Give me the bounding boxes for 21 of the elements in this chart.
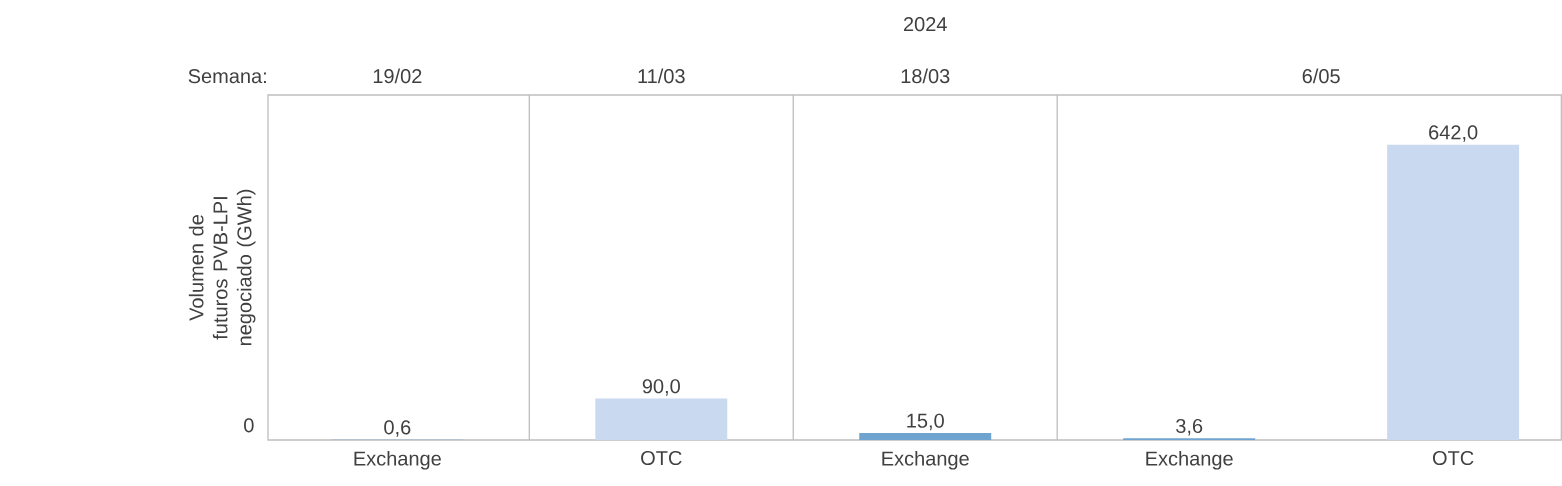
y-axis-title: Volumen de futuros PVB-LPI negociado (GWh)	[188, 189, 256, 346]
text: 0	[244, 418, 254, 433]
bar	[1387, 144, 1520, 440]
data-label: 15,0	[907, 413, 944, 431]
text: 11/03	[638, 68, 685, 84]
data-label: 642,0	[1429, 125, 1478, 142]
x-tick-label: OTC	[1432, 450, 1474, 466]
text: 6/05	[1302, 68, 1340, 84]
x-tick-label: Exchange	[1146, 450, 1233, 470]
x-tick-label: Exchange	[882, 450, 969, 470]
text: 2024	[903, 17, 947, 32]
data-label: 90,0	[642, 379, 680, 396]
data-label: 0,6	[384, 420, 411, 437]
bar	[859, 433, 992, 440]
text: 18/03	[901, 68, 950, 84]
x-tick-label: Exchange	[354, 450, 441, 470]
text: 19/02	[373, 68, 422, 84]
x-tick-label: OTC	[641, 450, 682, 466]
text: Semana:	[188, 69, 266, 84]
bar	[595, 398, 728, 440]
data-label: 3,6	[1176, 418, 1203, 436]
